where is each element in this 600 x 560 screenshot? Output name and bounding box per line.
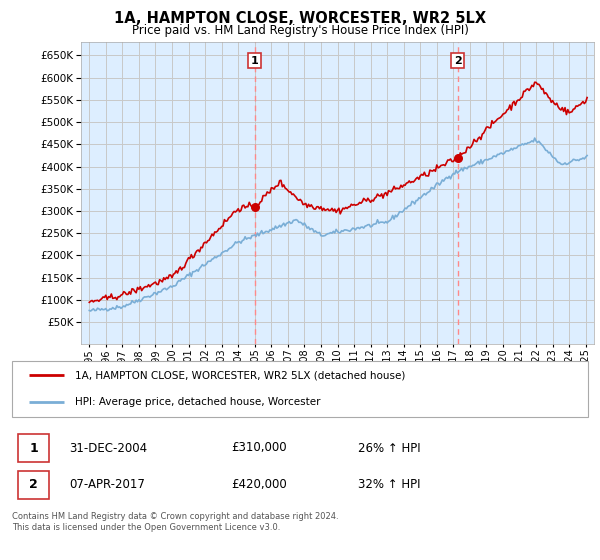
Point xyxy=(453,153,463,162)
Point xyxy=(250,202,259,211)
Text: 32% ↑ HPI: 32% ↑ HPI xyxy=(358,478,420,491)
Text: 26% ↑ HPI: 26% ↑ HPI xyxy=(358,441,420,455)
FancyBboxPatch shape xyxy=(18,471,49,499)
Text: HPI: Average price, detached house, Worcester: HPI: Average price, detached house, Worc… xyxy=(76,396,321,407)
Text: 1: 1 xyxy=(251,55,259,66)
Text: 2: 2 xyxy=(29,478,38,491)
Text: £420,000: £420,000 xyxy=(231,478,287,491)
Text: £310,000: £310,000 xyxy=(231,441,287,455)
Text: 2: 2 xyxy=(454,55,461,66)
Text: 31-DEC-2004: 31-DEC-2004 xyxy=(70,441,148,455)
FancyBboxPatch shape xyxy=(18,434,49,462)
Text: 1A, HAMPTON CLOSE, WORCESTER, WR2 5LX (detached house): 1A, HAMPTON CLOSE, WORCESTER, WR2 5LX (d… xyxy=(76,370,406,380)
Text: 1A, HAMPTON CLOSE, WORCESTER, WR2 5LX: 1A, HAMPTON CLOSE, WORCESTER, WR2 5LX xyxy=(114,11,486,26)
Text: 07-APR-2017: 07-APR-2017 xyxy=(70,478,145,491)
Text: Price paid vs. HM Land Registry's House Price Index (HPI): Price paid vs. HM Land Registry's House … xyxy=(131,24,469,36)
Text: Contains HM Land Registry data © Crown copyright and database right 2024.
This d: Contains HM Land Registry data © Crown c… xyxy=(12,512,338,532)
Text: 1: 1 xyxy=(29,441,38,455)
